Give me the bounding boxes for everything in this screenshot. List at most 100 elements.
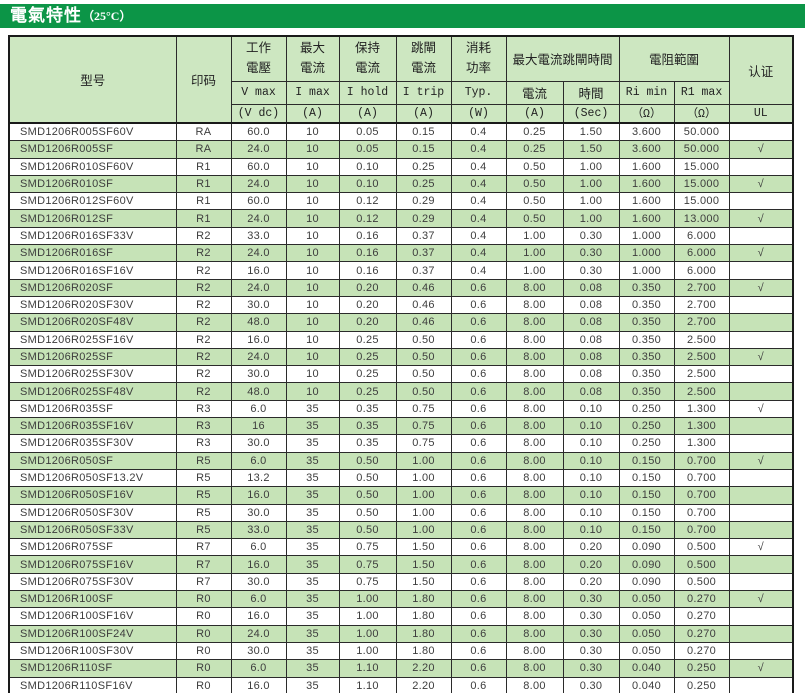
ul-cert-cell: √: [728, 140, 794, 159]
ri-min-cell: 0.350: [618, 347, 675, 367]
vmax-cell: 6.0: [230, 659, 287, 678]
trip-time-cell: 0.30: [562, 226, 620, 246]
ihold-cell: 1.00: [338, 590, 397, 609]
trip-current-cell: 8.00: [505, 330, 564, 349]
trip-current-cell: 8.00: [505, 572, 564, 592]
ri-min-cell: 1.600: [618, 192, 675, 211]
ihold-cell: 0.50: [338, 503, 397, 522]
r1-max-cell: 15.000: [673, 157, 730, 176]
vmax-cell: 24.0: [230, 209, 287, 228]
imax-cell: 35: [285, 641, 340, 661]
marking-cell: RA: [175, 122, 232, 142]
itrip-cell: 2.20: [395, 659, 452, 678]
ul-cert-cell: √: [728, 538, 794, 557]
marking-cell: R3: [175, 434, 232, 453]
vmax-cell: 24.0: [230, 174, 287, 194]
marking-cell: R1: [175, 157, 232, 176]
section-title-bar: 電氣特性（25°C）: [0, 4, 805, 28]
model-cell: SMD1206R100SF30V: [8, 641, 177, 661]
model-cell: SMD1206R050SF: [8, 451, 177, 470]
col-header-resistance-range-group: 電阻範圍: [618, 35, 730, 82]
ul-cert-cell: [728, 486, 794, 505]
itrip-cell: 0.75: [395, 434, 452, 453]
ri-min-cell: 0.090: [618, 572, 675, 592]
r1-max-cell: 50.000: [673, 140, 730, 159]
r1-max-cell: 13.000: [673, 209, 730, 228]
typ-cell: 0.4: [450, 226, 507, 246]
imax-cell: 10: [285, 365, 340, 384]
ri-min-cell: 3.600: [618, 140, 675, 159]
itrip-cell: 0.50: [395, 382, 452, 401]
typ-cell: 0.6: [450, 555, 507, 574]
imax-cell: 35: [285, 399, 340, 419]
trip-time-cell: 0.08: [562, 278, 620, 297]
max-trip-time-label: 最大電流跳閘時間: [512, 53, 613, 68]
section-title: 電氣特性: [10, 6, 82, 25]
model-cell: SMD1206R050SF33V: [8, 520, 177, 540]
table-row: SMD1206R075SF R7 6.0 35 0.75 1.50 0.6 8.00 0.20 0…: [8, 538, 794, 557]
marking-cell: RA: [175, 140, 232, 159]
ul-cert-cell: [728, 295, 794, 315]
vmax-cell: 33.0: [230, 226, 287, 246]
ihold-cell: 0.50: [338, 468, 397, 488]
ihold-cell: 0.25: [338, 330, 397, 349]
itrip-cell: 1.80: [395, 590, 452, 609]
itrip-cell: 0.37: [395, 261, 452, 280]
ul-cert-cell: √: [728, 399, 794, 419]
trip-time-cell: 0.30: [562, 261, 620, 280]
trip-current-cell: 8.00: [505, 676, 564, 693]
vmax-cell: 16.0: [230, 261, 287, 280]
ihold-cell: 0.50: [338, 520, 397, 540]
imax-cell: 10: [285, 192, 340, 211]
model-cell: SMD1206R020SF: [8, 278, 177, 297]
col-unit-vmax: (V dc): [230, 103, 287, 124]
model-cell: SMD1206R016SF16V: [8, 261, 177, 280]
typ-cell: 0.6: [450, 486, 507, 505]
r1-max-cell: 2.700: [673, 295, 730, 315]
trip-current-cell: 8.00: [505, 468, 564, 488]
ri-min-cell: 0.150: [618, 451, 675, 470]
col-sym-imax: I max: [285, 80, 340, 105]
trip-current-cell: 8.00: [505, 278, 564, 297]
typ-cell: 0.4: [450, 122, 507, 142]
trip-current-cell: 0.50: [505, 174, 564, 194]
trip-current-cell: 8.00: [505, 417, 564, 436]
model-cell: SMD1206R110SF: [8, 659, 177, 678]
ri-min-cell: 0.350: [618, 278, 675, 297]
trip-time-cell: 0.30: [562, 659, 620, 678]
table-row: SMD1206R010SF R1 24.0 10 0.10 0.25 0.4 0.50 1.00…: [8, 174, 794, 194]
typ-cell: 0.6: [450, 676, 507, 693]
vmax-cell: 16.0: [230, 330, 287, 349]
imax-cell: 35: [285, 434, 340, 453]
col-sym-ihold: I hold: [338, 80, 397, 105]
ul-cert-cell: [728, 226, 794, 246]
model-cell: SMD1206R050SF30V: [8, 503, 177, 522]
marking-cell: R2: [175, 382, 232, 401]
trip-time-cell: 0.30: [562, 590, 620, 609]
table-row: SMD1206R035SF30V R3 30.0 35 0.35 0.75 0.6 8.00 0…: [8, 434, 794, 453]
model-cell: SMD1206R035SF16V: [8, 417, 177, 436]
table-row: SMD1206R100SF30V R0 30.0 35 1.00 1.80 0.6 8.00 0…: [8, 641, 794, 661]
trip-current-cell: 8.00: [505, 538, 564, 557]
table-row: SMD1206R050SF33V R5 33.0 35 0.50 1.00 0.6 8.00 0…: [8, 520, 794, 540]
marking-cell: R2: [175, 261, 232, 280]
trip-current-cell: 0.25: [505, 140, 564, 159]
r1-max-cell: 0.500: [673, 555, 730, 574]
ihold-cell: 0.50: [338, 486, 397, 505]
marking-cell: R5: [175, 486, 232, 505]
ul-cert-cell: √: [728, 278, 794, 297]
table-row: SMD1206R050SF13.2V R5 13.2 35 0.50 1.00 0.6 8.0…: [8, 468, 794, 488]
marking-cell: R2: [175, 278, 232, 297]
col-header-certification: 认证: [728, 35, 794, 105]
trip-time-cell: 0.20: [562, 538, 620, 557]
trip-time-cell: 0.10: [562, 451, 620, 470]
ri-min-cell: 0.150: [618, 520, 675, 540]
ri-min-cell: 0.050: [618, 641, 675, 661]
r1-max-cell: 0.270: [673, 641, 730, 661]
model-cell: SMD1206R025SF: [8, 347, 177, 367]
table-row: SMD1206R025SF R2 24.0 10 0.25 0.50 0.6 8.00 0.08…: [8, 347, 794, 367]
ri-min-cell: 0.050: [618, 624, 675, 643]
trip-time-cell: 1.00: [562, 209, 620, 228]
ul-cert-cell: [728, 313, 794, 332]
vmax-cell: 16.0: [230, 486, 287, 505]
